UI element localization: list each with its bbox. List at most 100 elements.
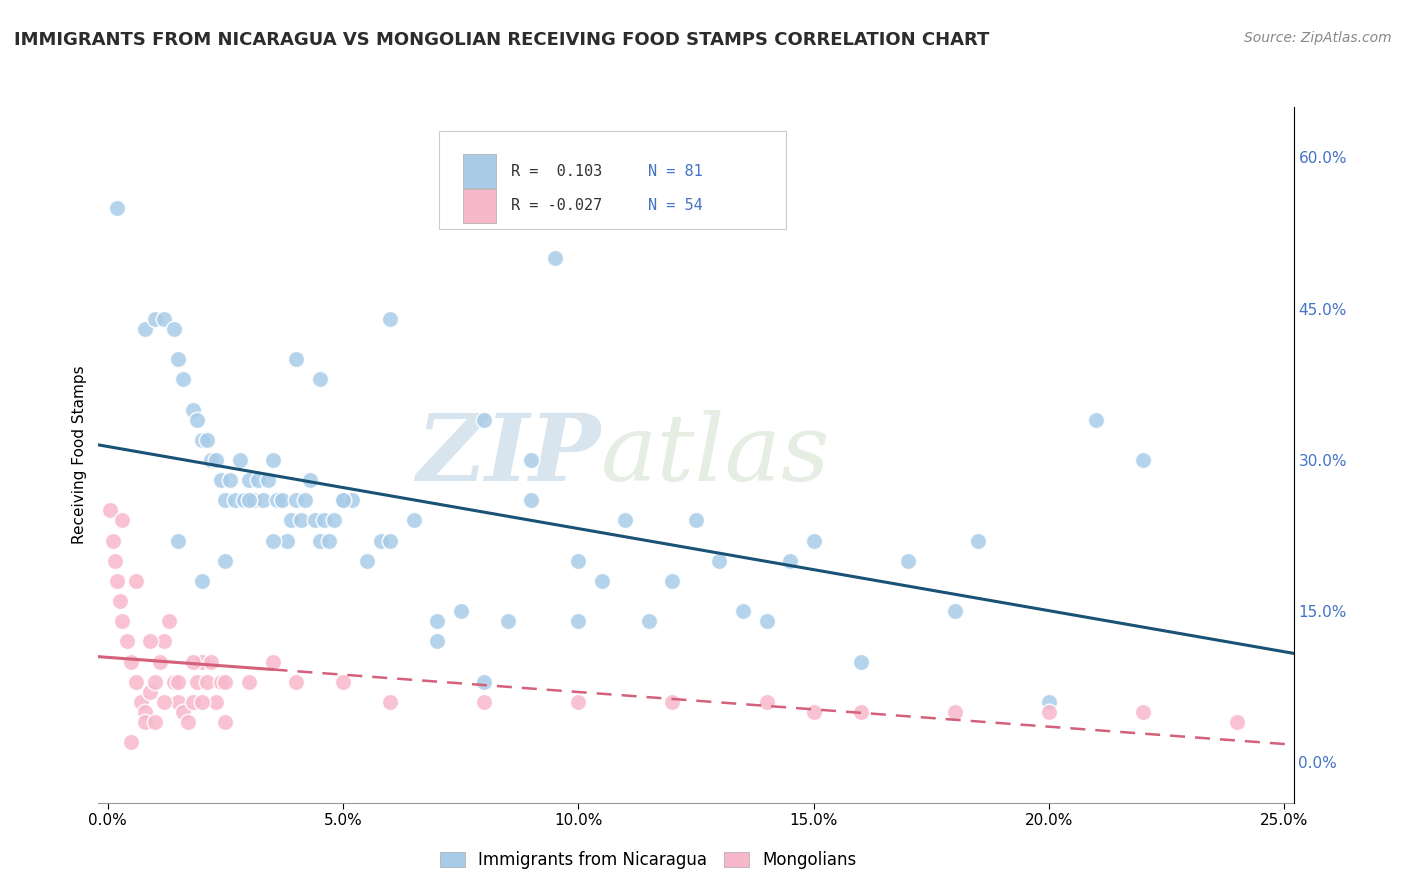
Point — [967, 533, 990, 548]
Point — [191, 574, 214, 588]
Point — [157, 615, 180, 629]
Point — [143, 715, 166, 730]
Point — [849, 705, 872, 719]
Point — [318, 533, 340, 548]
Legend: Immigrants from Nicaragua, Mongolians: Immigrants from Nicaragua, Mongolians — [434, 847, 862, 874]
Point — [755, 615, 778, 629]
Point — [134, 322, 156, 336]
Point — [214, 674, 236, 689]
Point — [153, 311, 176, 326]
Point — [1038, 705, 1060, 719]
Point — [304, 513, 326, 527]
Point — [472, 695, 495, 709]
Point — [332, 674, 354, 689]
Point — [262, 453, 284, 467]
Point — [134, 715, 156, 730]
Point — [224, 493, 246, 508]
Point — [567, 554, 589, 568]
Text: R =  0.103: R = 0.103 — [510, 163, 602, 178]
FancyBboxPatch shape — [439, 131, 786, 229]
Point — [214, 554, 236, 568]
Point — [544, 252, 567, 266]
Point — [256, 473, 278, 487]
Text: Source: ZipAtlas.com: Source: ZipAtlas.com — [1244, 31, 1392, 45]
Point — [262, 533, 284, 548]
Text: IMMIGRANTS FROM NICARAGUA VS MONGOLIAN RECEIVING FOOD STAMPS CORRELATION CHART: IMMIGRANTS FROM NICARAGUA VS MONGOLIAN R… — [14, 31, 990, 49]
Point — [108, 594, 131, 608]
Point — [139, 685, 162, 699]
Point — [943, 604, 966, 618]
Point — [290, 513, 312, 527]
Point — [779, 554, 801, 568]
Point — [209, 674, 232, 689]
Point — [238, 674, 260, 689]
Point — [200, 453, 222, 467]
Point — [238, 493, 260, 508]
Point — [378, 533, 401, 548]
Point — [276, 533, 298, 548]
Point — [849, 655, 872, 669]
Point — [897, 554, 920, 568]
Point — [143, 311, 166, 326]
Point — [149, 655, 172, 669]
Point — [105, 201, 128, 215]
Point — [111, 615, 134, 629]
Point — [111, 513, 134, 527]
Point — [228, 453, 250, 467]
Point — [134, 705, 156, 719]
Point — [139, 634, 162, 648]
Point — [191, 695, 214, 709]
Point — [803, 533, 825, 548]
Point — [342, 493, 364, 508]
Text: atlas: atlas — [600, 410, 830, 500]
Point — [172, 372, 194, 386]
Point — [370, 533, 392, 548]
Point — [638, 615, 661, 629]
Point — [186, 412, 208, 426]
Point — [129, 695, 152, 709]
Point — [115, 634, 138, 648]
Point — [219, 473, 242, 487]
Point — [143, 674, 166, 689]
Point — [299, 473, 322, 487]
Point — [181, 402, 204, 417]
Point — [153, 634, 176, 648]
Point — [378, 695, 401, 709]
Point — [181, 655, 204, 669]
Point — [472, 412, 495, 426]
Point — [191, 655, 214, 669]
Point — [294, 493, 316, 508]
Point — [308, 533, 330, 548]
Point — [426, 615, 449, 629]
Point — [1226, 715, 1249, 730]
Point — [177, 715, 200, 730]
Point — [322, 513, 344, 527]
Point — [195, 433, 218, 447]
Point — [200, 655, 222, 669]
Point — [1038, 695, 1060, 709]
Text: ZIP: ZIP — [416, 410, 600, 500]
Point — [332, 493, 354, 508]
Point — [378, 311, 401, 326]
Point — [1132, 705, 1154, 719]
Point — [591, 574, 613, 588]
Point — [314, 513, 336, 527]
Point — [167, 533, 190, 548]
Point — [567, 695, 589, 709]
Point — [472, 674, 495, 689]
Point — [195, 674, 218, 689]
Point — [186, 674, 208, 689]
Point — [661, 695, 683, 709]
Point — [181, 695, 204, 709]
Point — [271, 493, 294, 508]
Point — [262, 655, 284, 669]
Point — [209, 473, 232, 487]
Point — [402, 513, 425, 527]
Point — [163, 322, 186, 336]
Point — [242, 493, 264, 508]
Point — [167, 352, 190, 367]
Point — [709, 554, 731, 568]
Point — [520, 493, 543, 508]
Text: N = 81: N = 81 — [648, 163, 703, 178]
Point — [167, 695, 190, 709]
